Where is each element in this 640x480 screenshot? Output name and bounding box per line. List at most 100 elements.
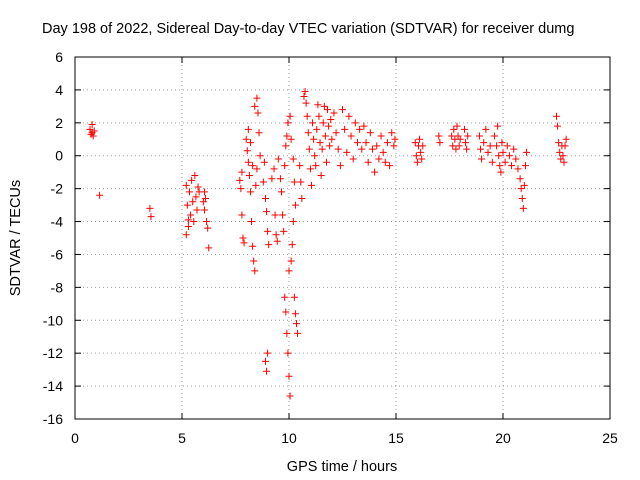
data-point xyxy=(309,119,317,127)
data-point xyxy=(182,181,190,189)
data-point xyxy=(246,188,254,196)
data-point xyxy=(298,195,306,203)
data-point xyxy=(264,227,272,235)
data-point xyxy=(305,145,313,153)
data-point xyxy=(411,139,419,147)
data-point xyxy=(480,139,488,147)
data-point xyxy=(202,195,210,203)
data-point xyxy=(475,132,483,140)
data-point xyxy=(554,122,562,130)
data-point xyxy=(381,158,389,166)
data-point xyxy=(343,148,351,156)
data-point xyxy=(205,244,213,252)
data-point xyxy=(488,158,496,166)
data-point xyxy=(307,181,315,189)
data-point xyxy=(254,109,262,117)
data-point xyxy=(560,158,568,166)
data-point xyxy=(249,162,257,170)
data-point xyxy=(265,241,273,249)
data-point xyxy=(253,94,261,102)
data-point xyxy=(274,155,282,163)
data-point xyxy=(184,222,192,230)
data-point xyxy=(282,308,290,316)
data-point xyxy=(294,329,302,337)
data-point xyxy=(377,132,385,140)
data-point xyxy=(449,142,457,150)
data-point xyxy=(238,211,246,219)
data-point xyxy=(455,142,463,150)
data-point xyxy=(249,242,257,250)
data-point xyxy=(494,122,502,130)
y-tick-label: -4 xyxy=(51,214,64,230)
data-point xyxy=(303,112,311,120)
data-point xyxy=(334,145,342,153)
data-point xyxy=(495,152,503,160)
data-point xyxy=(419,142,427,150)
y-tick-label: -16 xyxy=(43,411,63,427)
data-point xyxy=(189,198,197,206)
data-point xyxy=(203,218,211,226)
data-point xyxy=(288,241,296,249)
data-point xyxy=(452,145,460,153)
data-point xyxy=(448,132,456,140)
data-point xyxy=(281,162,289,170)
data-point xyxy=(290,178,298,186)
data-point xyxy=(286,112,294,120)
data-point xyxy=(477,145,485,153)
data-point xyxy=(493,142,501,150)
data-point xyxy=(255,129,263,137)
data-point xyxy=(339,106,346,114)
data-point xyxy=(383,139,391,147)
data-point xyxy=(287,257,295,265)
y-tick-label: 4 xyxy=(55,82,63,98)
data-point xyxy=(324,106,332,114)
x-tick-labels: 0 5 10 15 20 25 xyxy=(71,430,618,446)
data-point xyxy=(328,135,336,143)
data-point xyxy=(316,139,324,147)
data-point xyxy=(514,165,522,173)
data-point xyxy=(311,152,319,160)
data-point xyxy=(391,135,399,143)
x-tick-label: 25 xyxy=(602,430,618,446)
data-point xyxy=(496,162,504,170)
data-point xyxy=(386,162,394,170)
data-point xyxy=(276,175,284,183)
data-point xyxy=(322,158,330,166)
data-point xyxy=(296,162,304,170)
grid xyxy=(75,57,610,419)
data-point xyxy=(286,392,294,400)
data-point xyxy=(347,132,355,140)
data-point xyxy=(283,329,291,337)
data-point xyxy=(270,165,278,173)
data-point xyxy=(236,176,244,184)
data-point xyxy=(413,158,421,166)
data-point xyxy=(283,132,291,140)
data-point xyxy=(349,155,357,163)
data-point xyxy=(478,155,486,163)
data-point xyxy=(416,135,424,143)
data-point xyxy=(273,237,281,245)
data-point xyxy=(251,102,259,110)
y-tick-label: -12 xyxy=(43,345,63,361)
data-point xyxy=(353,139,361,147)
data-point xyxy=(358,145,366,153)
y-tick-label: -2 xyxy=(51,181,64,197)
data-point xyxy=(519,204,527,212)
y-axis-label: SDTVAR / TECUs xyxy=(8,180,24,296)
data-point xyxy=(313,125,321,133)
data-point xyxy=(284,119,292,127)
data-point xyxy=(317,171,325,179)
data-point xyxy=(418,155,426,163)
data-point xyxy=(512,155,520,163)
data-point xyxy=(553,112,560,120)
plot-frame xyxy=(74,56,611,420)
data-point xyxy=(268,175,276,183)
data-points xyxy=(86,88,570,400)
data-point xyxy=(371,168,379,176)
data-point xyxy=(256,152,264,160)
data-point xyxy=(238,168,246,176)
data-point xyxy=(321,132,329,140)
data-point xyxy=(253,165,261,173)
data-point xyxy=(351,119,359,127)
data-point xyxy=(285,267,293,275)
